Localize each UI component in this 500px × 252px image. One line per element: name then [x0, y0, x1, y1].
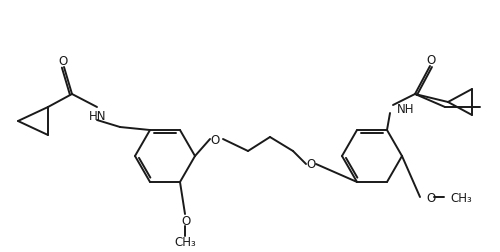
Text: O: O	[426, 53, 436, 66]
Text: HN: HN	[90, 109, 107, 122]
Text: CH₃: CH₃	[174, 236, 196, 248]
Text: O: O	[58, 54, 68, 67]
Text: O: O	[210, 133, 220, 146]
Text: O: O	[182, 215, 190, 228]
Text: CH₃: CH₃	[450, 191, 471, 204]
Text: NH: NH	[397, 102, 414, 115]
Text: O: O	[426, 191, 435, 204]
Text: O: O	[306, 158, 316, 171]
